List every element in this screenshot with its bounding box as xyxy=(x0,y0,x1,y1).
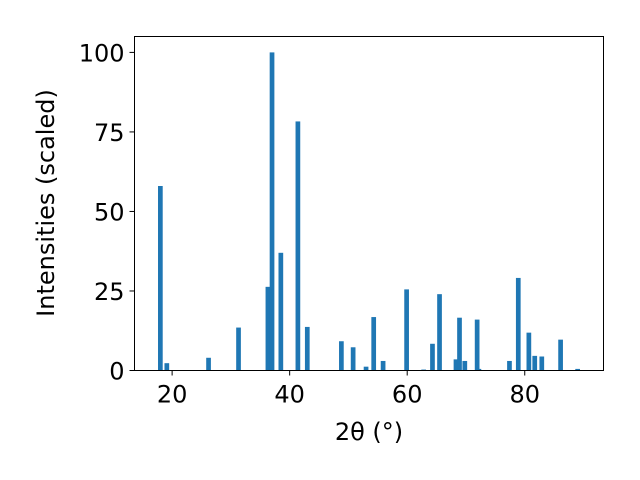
y-tick-label: 25 xyxy=(94,278,125,306)
x-tick-label: 80 xyxy=(509,381,540,409)
bar xyxy=(558,339,563,371)
bar xyxy=(339,341,344,371)
y-axis-label: Intensities (scaled) xyxy=(32,89,60,317)
y-tick-label: 50 xyxy=(94,198,125,226)
bar xyxy=(476,368,482,371)
bar xyxy=(236,327,241,371)
bar xyxy=(278,252,284,371)
bar xyxy=(158,186,163,371)
bar xyxy=(350,347,356,371)
bar xyxy=(430,343,435,371)
x-tick-label: 60 xyxy=(392,381,423,409)
y-tick-label: 0 xyxy=(109,358,124,386)
bars-group xyxy=(158,52,580,371)
x-tick-label: 20 xyxy=(157,381,188,409)
bar xyxy=(404,289,409,371)
bar xyxy=(437,294,442,371)
bar xyxy=(462,360,468,371)
bar xyxy=(269,52,275,371)
bar xyxy=(575,368,580,371)
bar xyxy=(457,317,462,371)
bar xyxy=(532,355,538,371)
y-tick-label: 100 xyxy=(79,39,125,67)
bar xyxy=(507,360,512,371)
plot-frame xyxy=(134,36,604,371)
y-tick-label: 75 xyxy=(94,119,125,147)
x-axis-label: 2θ (°) xyxy=(335,418,403,446)
bar xyxy=(453,359,459,371)
x-tick-label: 40 xyxy=(274,381,305,409)
bar xyxy=(164,363,170,371)
bar xyxy=(539,356,545,371)
bar xyxy=(295,121,301,371)
bar xyxy=(206,357,211,371)
bar xyxy=(515,277,521,371)
bar xyxy=(304,326,310,371)
bar xyxy=(265,286,271,371)
bar xyxy=(474,319,480,371)
bar xyxy=(526,332,532,371)
bar xyxy=(371,317,377,371)
bar xyxy=(380,360,386,371)
bar xyxy=(363,366,369,371)
y-axis-ticks: 0 25 50 75 100 xyxy=(79,39,135,386)
x-axis-ticks: 20 40 60 80 xyxy=(157,370,540,409)
